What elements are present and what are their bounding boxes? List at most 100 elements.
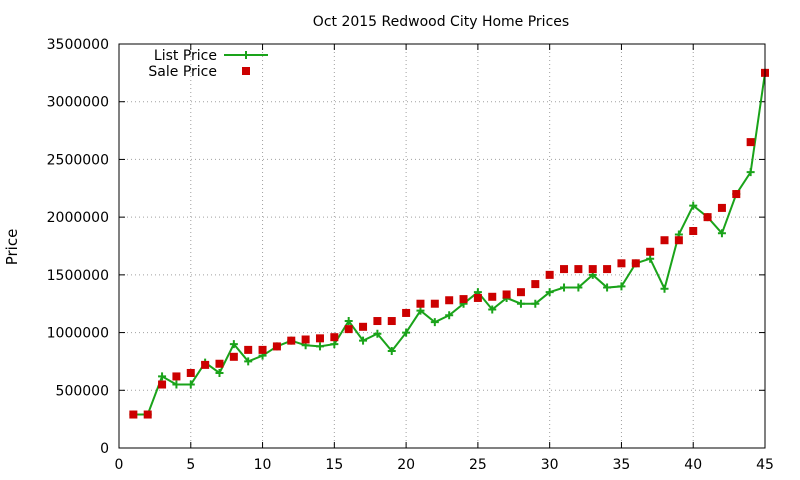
x-tick-label: 35 — [613, 457, 631, 473]
data-point-list-price — [373, 329, 382, 338]
y-tick-label: 1000000 — [47, 326, 109, 342]
data-point-sale-price — [258, 345, 267, 354]
x-tick-label: 45 — [756, 457, 774, 473]
data-point-sale-price — [746, 138, 755, 147]
x-tick-label: 15 — [325, 457, 343, 473]
data-point-sale-price — [445, 296, 454, 305]
x-tick-label: 0 — [115, 457, 124, 473]
data-point-sale-price — [229, 352, 238, 361]
data-point-list-price — [660, 284, 669, 293]
data-point-sale-price — [315, 334, 324, 343]
data-point-list-price — [516, 299, 525, 308]
x-tick-label: 10 — [254, 457, 272, 473]
data-point-sale-price — [287, 336, 296, 345]
plot-frame — [118, 43, 766, 449]
data-point-sale-price — [488, 292, 497, 301]
data-point-list-price — [215, 368, 224, 377]
data-point-list-price — [430, 318, 439, 327]
data-point-sale-price — [674, 236, 683, 245]
data-point-sale-price — [502, 290, 511, 299]
data-point-sale-price — [430, 299, 439, 308]
data-point-list-price — [531, 299, 540, 308]
data-point-list-price — [387, 347, 396, 356]
data-point-list-price — [488, 305, 497, 314]
data-point-list-price — [717, 229, 726, 238]
data-point-list-price — [560, 283, 569, 292]
data-point-sale-price — [660, 236, 669, 245]
x-tick-label: 5 — [186, 457, 195, 473]
data-point-sale-price — [402, 308, 411, 317]
data-point-list-price — [574, 283, 583, 292]
data-point-sale-price — [732, 190, 741, 199]
data-point-sale-price — [201, 360, 210, 369]
y-axis-label: Price — [3, 229, 21, 266]
y-tick-label: 2000000 — [47, 210, 109, 226]
data-point-list-price — [172, 380, 181, 389]
data-point-sale-price — [703, 213, 712, 222]
legend-swatch-list-price — [224, 51, 268, 59]
data-point-sale-price — [215, 359, 224, 368]
data-point-sale-price — [330, 333, 339, 342]
data-point-list-price — [244, 357, 253, 366]
data-point-list-price — [330, 340, 339, 349]
plot-area — [129, 68, 769, 419]
data-point-sale-price — [244, 345, 253, 354]
data-point-sale-price — [387, 317, 396, 326]
data-point-sale-price — [459, 295, 468, 304]
y-tick-label: 500000 — [56, 383, 109, 399]
data-point-list-price — [416, 306, 425, 315]
data-point-sale-price — [416, 299, 425, 308]
legend-label-sale-price: Sale Price — [148, 64, 217, 80]
data-point-sale-price — [588, 265, 597, 274]
legend-marker-list-price — [242, 51, 250, 59]
chart-title: Oct 2015 Redwood City Home Prices — [313, 14, 569, 30]
grid-lines — [119, 44, 765, 448]
data-point-list-price — [746, 168, 755, 177]
data-point-sale-price — [560, 265, 569, 274]
data-point-sale-price — [603, 265, 612, 274]
data-point-sale-price — [574, 265, 583, 274]
data-point-list-price — [158, 372, 167, 381]
data-point-sale-price — [186, 368, 195, 377]
data-point-sale-price — [545, 270, 554, 279]
data-point-list-price — [315, 342, 324, 351]
data-point-sale-price — [359, 322, 368, 331]
data-point-sale-price — [129, 410, 138, 419]
data-point-sale-price — [272, 342, 281, 351]
data-point-sale-price — [473, 293, 482, 302]
data-point-sale-price — [631, 259, 640, 268]
data-point-sale-price — [531, 280, 540, 289]
data-point-list-price — [646, 254, 655, 263]
axis-ticks: 0 500000 1000000 1500000 2000000 2500000 30000… — [47, 37, 774, 473]
x-tick-label: 20 — [397, 457, 415, 473]
data-point-sale-price — [516, 288, 525, 297]
y-tick-label: 1500000 — [47, 268, 109, 284]
y-tick-label: 3500000 — [47, 37, 109, 53]
data-point-list-price — [603, 283, 612, 292]
data-point-sale-price — [344, 325, 353, 334]
data-point-sale-price — [301, 335, 310, 344]
data-point-sale-price — [646, 247, 655, 256]
series-line-list-price — [133, 72, 766, 416]
data-point-sale-price — [373, 317, 382, 326]
data-point-list-price — [344, 317, 353, 326]
y-tick-label: 0 — [100, 441, 109, 457]
data-point-list-price — [359, 336, 368, 345]
legend: List Price Sale Price — [148, 48, 268, 80]
data-point-list-price — [545, 288, 554, 297]
x-tick-label: 40 — [684, 457, 702, 473]
data-point-list-price — [402, 328, 411, 337]
data-point-list-price — [229, 340, 238, 349]
data-point-sale-price — [617, 259, 626, 268]
y-tick-label: 2500000 — [47, 152, 109, 168]
y-tick-label: 3000000 — [47, 95, 109, 111]
data-point-sale-price — [172, 372, 181, 381]
data-point-sale-price — [689, 226, 698, 235]
legend-label-list-price: List Price — [154, 48, 217, 64]
legend-swatch-sale-price — [242, 67, 250, 75]
data-point-sale-price — [158, 380, 167, 389]
x-tick-label: 30 — [541, 457, 559, 473]
data-point-sale-price — [143, 410, 152, 419]
data-point-list-price — [186, 380, 195, 389]
data-point-list-price — [617, 282, 626, 291]
